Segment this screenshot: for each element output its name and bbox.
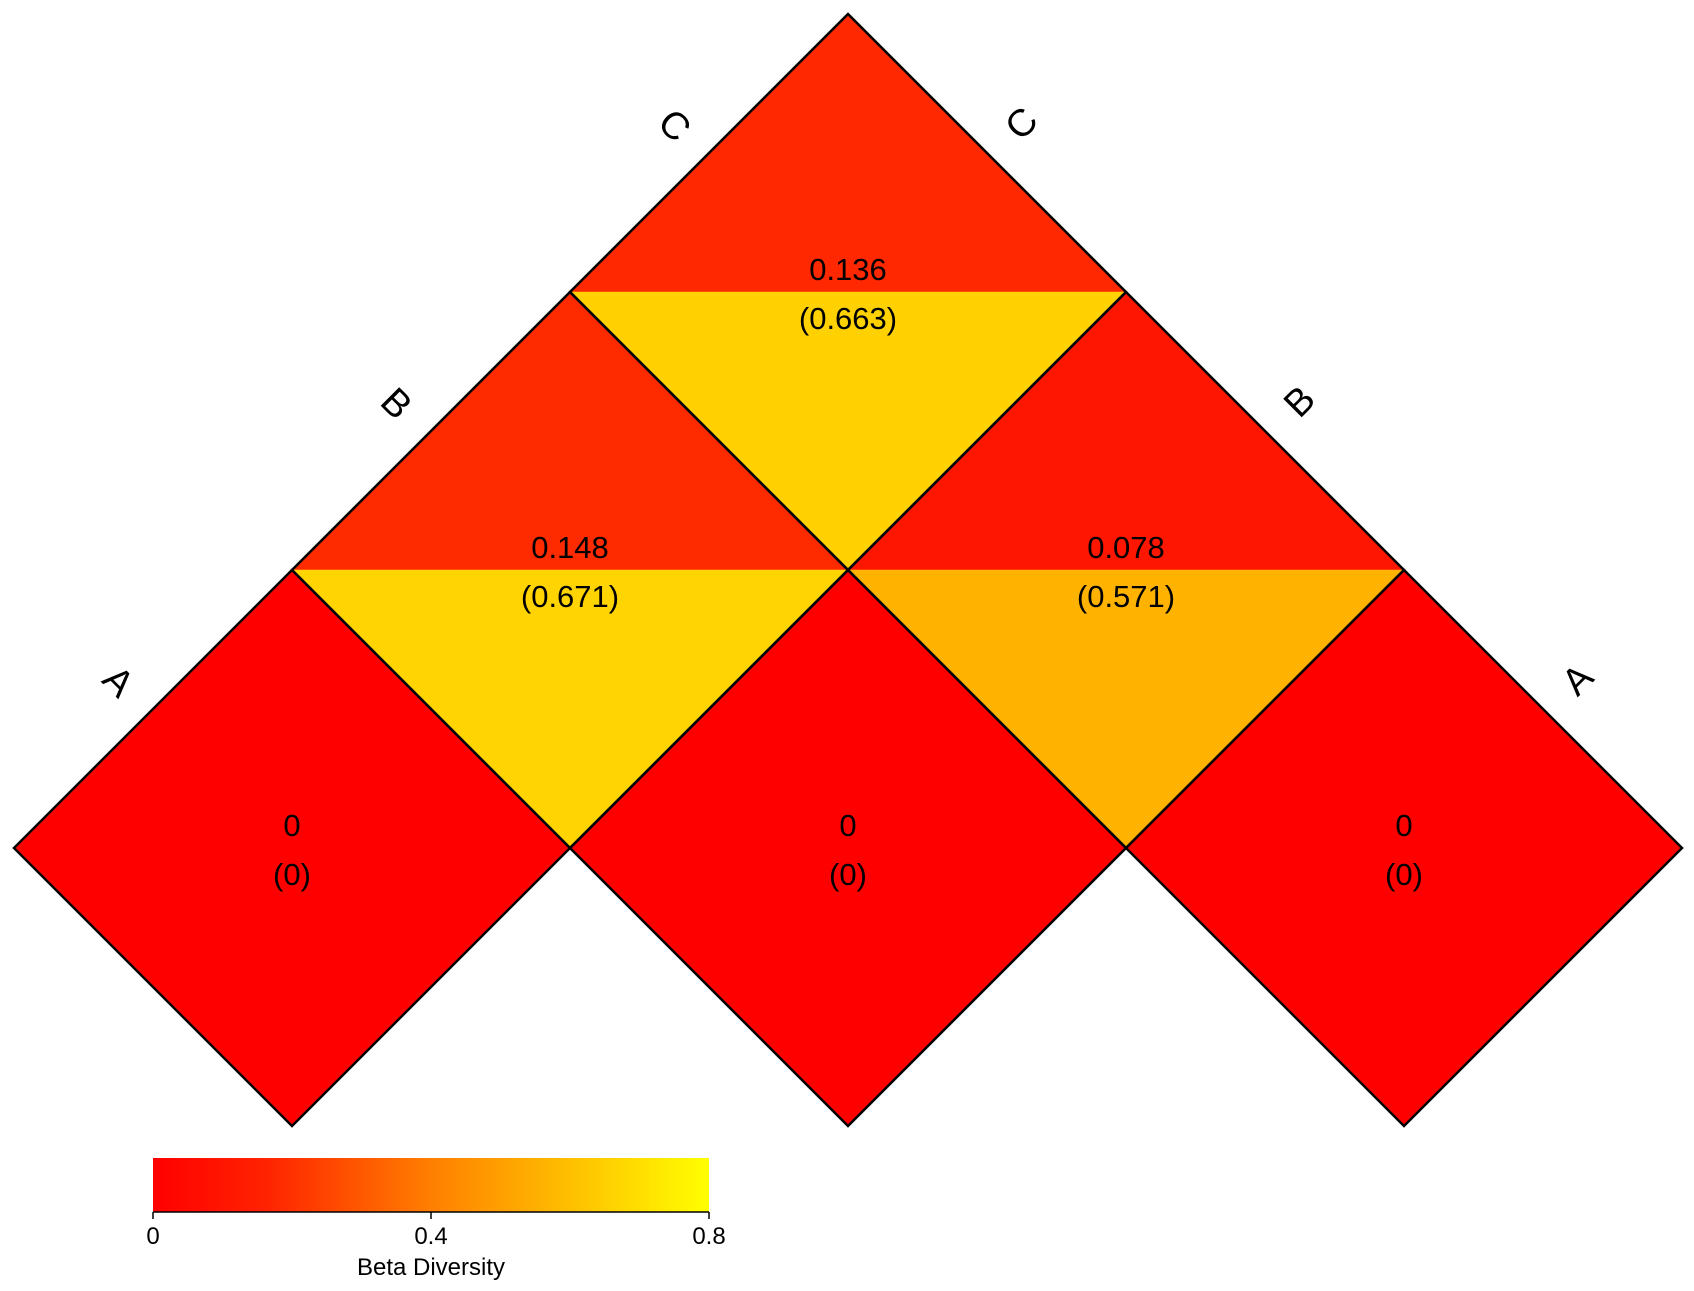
axis-label-right: C [997,99,1046,148]
cell-outline [568,12,1128,572]
legend-tick-label: 0 [146,1223,159,1250]
cell-value-label: 0.148 [531,530,609,565]
legend-tick-label: 0.4 [414,1223,447,1250]
heatmap-outlines [12,12,1684,1128]
cell-value-label: 0.136 [809,252,887,287]
legend-tick-label: 0.8 [692,1223,725,1250]
cell-value-label: 0 [839,808,856,843]
axis-label-right: A [1554,656,1602,704]
cell-upper-triangle [569,13,1127,293]
cell-value-label: 0 [283,808,300,843]
heatmap-cell-labels: 0 (0) 0 (0) 0 (0) 0.148 (0.671) 0.078 (0.571) 0.13… [273,252,1423,892]
color-legend: 0 0.4 0.8 Beta Diversity [146,1158,726,1281]
heatmap-cells [13,13,1683,1127]
cell-secondary-label: (0) [1385,857,1423,892]
cell-secondary-label: (0) [273,857,311,892]
cell-secondary-label: (0.671) [521,579,619,614]
cell-secondary-label: (0.571) [1077,579,1175,614]
cell-secondary-label: (0) [829,857,867,892]
axis-label-left: B [372,380,420,428]
cell-secondary-label: (0.663) [799,301,897,336]
cell-value-label: 0.078 [1087,530,1165,565]
axis-label-left: C [649,101,698,150]
legend-colorbar [153,1158,709,1212]
axis-label-right: B [1276,378,1324,426]
cell-value-label: 0 [1395,808,1412,843]
axis-label-left: A [94,658,142,706]
legend-title: Beta Diversity [357,1254,505,1281]
